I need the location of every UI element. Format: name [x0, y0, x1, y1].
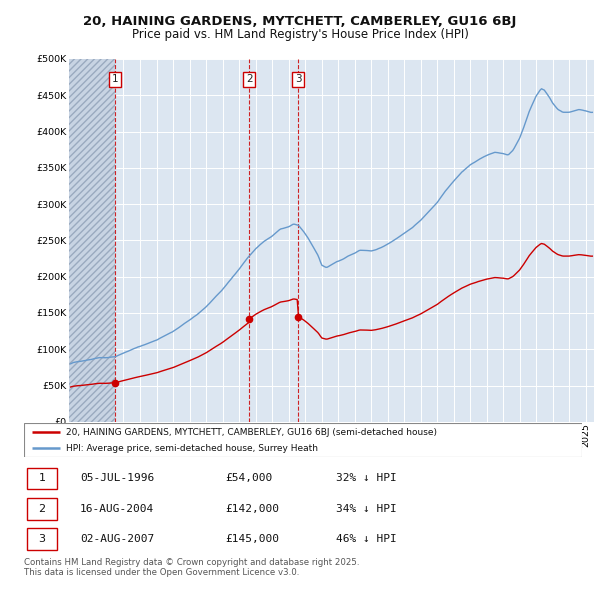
Text: 16-AUG-2004: 16-AUG-2004 — [80, 504, 154, 514]
Bar — [69, 59, 115, 422]
Text: 34% ↓ HPI: 34% ↓ HPI — [337, 504, 397, 514]
FancyBboxPatch shape — [27, 498, 58, 520]
FancyBboxPatch shape — [27, 528, 58, 550]
Text: £142,000: £142,000 — [225, 504, 279, 514]
Text: 2: 2 — [246, 74, 253, 84]
Text: Price paid vs. HM Land Registry's House Price Index (HPI): Price paid vs. HM Land Registry's House … — [131, 28, 469, 41]
Text: 20, HAINING GARDENS, MYTCHETT, CAMBERLEY, GU16 6BJ: 20, HAINING GARDENS, MYTCHETT, CAMBERLEY… — [83, 15, 517, 28]
Text: HPI: Average price, semi-detached house, Surrey Heath: HPI: Average price, semi-detached house,… — [66, 444, 318, 453]
Text: 02-AUG-2007: 02-AUG-2007 — [80, 534, 154, 544]
Text: 32% ↓ HPI: 32% ↓ HPI — [337, 474, 397, 483]
Text: 1: 1 — [38, 474, 46, 483]
Text: Contains HM Land Registry data © Crown copyright and database right 2025.
This d: Contains HM Land Registry data © Crown c… — [24, 558, 359, 577]
Text: 05-JUL-1996: 05-JUL-1996 — [80, 474, 154, 483]
Text: £54,000: £54,000 — [225, 474, 272, 483]
Text: 2: 2 — [38, 504, 46, 514]
Text: 20, HAINING GARDENS, MYTCHETT, CAMBERLEY, GU16 6BJ (semi-detached house): 20, HAINING GARDENS, MYTCHETT, CAMBERLEY… — [66, 428, 437, 437]
Text: 1: 1 — [112, 74, 119, 84]
FancyBboxPatch shape — [27, 467, 58, 490]
FancyBboxPatch shape — [24, 423, 582, 457]
Text: 46% ↓ HPI: 46% ↓ HPI — [337, 534, 397, 544]
Text: 3: 3 — [38, 534, 46, 544]
Text: £145,000: £145,000 — [225, 534, 279, 544]
Text: 3: 3 — [295, 74, 302, 84]
